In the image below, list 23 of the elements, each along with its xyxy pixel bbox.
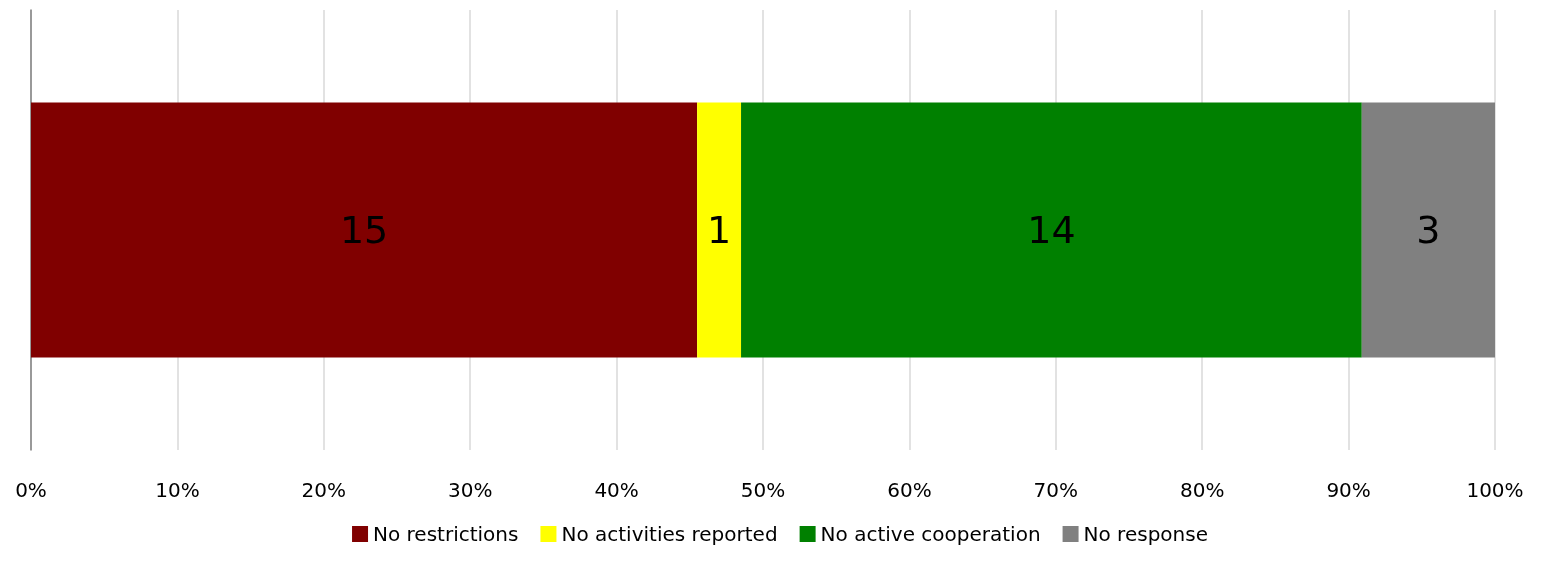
bar: [697, 102, 742, 358]
x-tick-label: 10%: [155, 478, 200, 502]
bar: [1361, 102, 1495, 358]
x-tick-label: 100%: [1466, 478, 1524, 502]
annotation: 3: [1416, 208, 1441, 252]
x-tick-label: 80%: [1179, 478, 1225, 502]
x-tick-label: 40%: [594, 478, 639, 502]
x-tick-label: 70%: [1033, 478, 1079, 502]
x-tick-label: 60%: [887, 478, 932, 502]
bar: [31, 102, 698, 358]
legend-label: No restrictions: [373, 522, 519, 546]
annotation: 14: [1027, 208, 1076, 252]
x-tick-label: 90%: [1326, 478, 1371, 502]
bar: [741, 102, 1362, 358]
x-tick-label: 20%: [301, 478, 347, 502]
legend-label: No response: [1083, 522, 1208, 546]
annotation: 15: [339, 208, 389, 252]
legend-label: No active cooperation: [820, 522, 1041, 546]
x-tick-label: 50%: [740, 478, 786, 502]
annotation: 1: [706, 208, 732, 252]
x-tick-label: 0%: [15, 478, 47, 502]
x-tick-label: 30%: [447, 478, 493, 502]
legend-label: No activities reported: [561, 522, 778, 546]
